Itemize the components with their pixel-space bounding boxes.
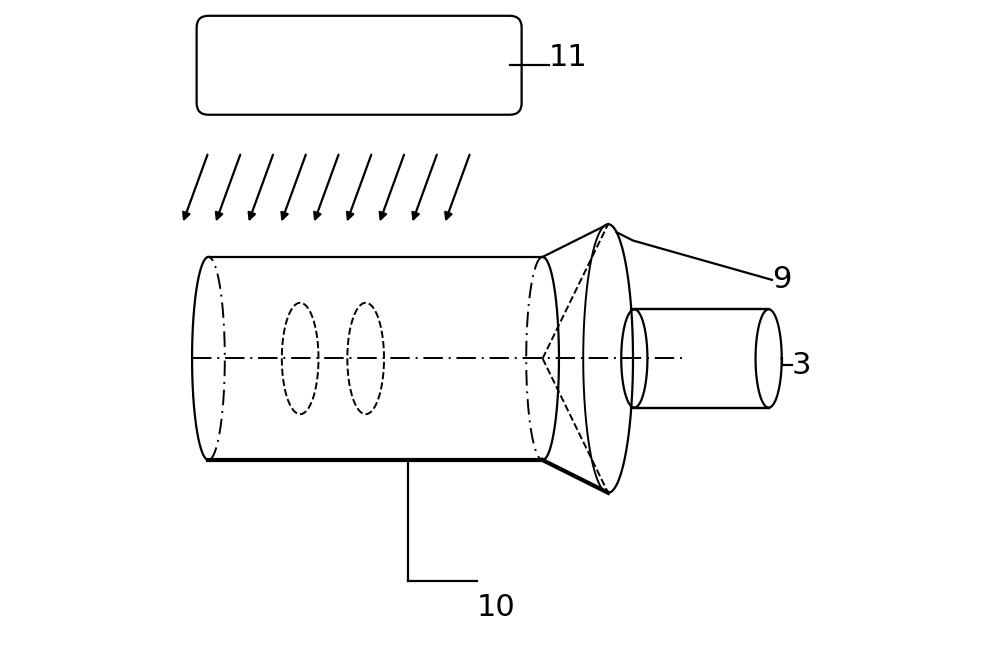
Text: 10: 10 <box>477 593 516 622</box>
Text: 11: 11 <box>549 43 588 72</box>
Text: 9: 9 <box>772 265 791 294</box>
Text: 3: 3 <box>792 351 811 380</box>
FancyBboxPatch shape <box>197 16 522 114</box>
